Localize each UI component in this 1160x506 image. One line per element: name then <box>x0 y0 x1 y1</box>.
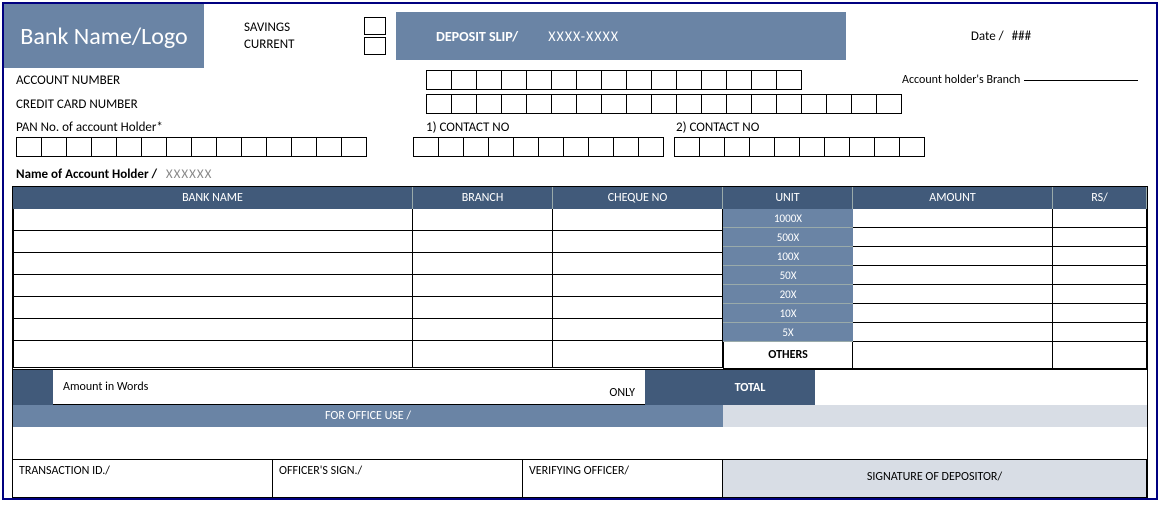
col-bank: BANK NAME <box>13 187 413 209</box>
col-cheque: CHEQUE NO <box>553 187 723 209</box>
denomination-column: 1000X 500X 100X 50X 20X 10X 5X OTHERS <box>723 209 853 369</box>
credit-card-boxes[interactable] <box>426 94 902 114</box>
branch-label: Account holder's Branch <box>902 73 1020 87</box>
contact1-boxes[interactable] <box>413 137 664 157</box>
total-label: TOTAL <box>685 370 815 405</box>
verifying-officer: VERIFYING OFFICER/ <box>523 460 723 497</box>
current-label: CURRENT <box>244 37 294 52</box>
account-number-boxes[interactable] <box>426 70 802 90</box>
cheque-grid[interactable] <box>13 209 723 369</box>
contact2-boxes[interactable] <box>674 137 925 157</box>
denom-10: 10X <box>723 304 853 323</box>
depositor-signature: SIGNATURE OF DEPOSITOR/ <box>723 460 1147 497</box>
amount-words-row: Amount in Words ONLY TOTAL <box>13 369 1147 405</box>
transaction-id: TRANSACTION ID./ <box>13 460 273 497</box>
words-input[interactable]: ONLY <box>303 370 645 405</box>
denom-20: 20X <box>723 285 853 304</box>
account-holder-row: Name of Account Holder / XXXXXX <box>4 161 1156 186</box>
denom-1000: 1000X <box>723 209 853 228</box>
deposit-title-bar: DEPOSIT SLIP/ XXXX-XXXX <box>396 12 846 60</box>
denom-500: 500X <box>723 228 853 247</box>
officer-sign: OFFICER'S SIGN./ <box>273 460 523 497</box>
contact2-label: 2) CONTACT NO <box>676 120 759 135</box>
denom-5: 5X <box>723 323 853 342</box>
savings-checkbox[interactable] <box>364 17 386 35</box>
amount-grid[interactable] <box>853 209 1147 369</box>
current-checkbox[interactable] <box>364 37 386 55</box>
bank-logo: Bank Name/Logo <box>4 4 204 68</box>
col-branch: BRANCH <box>413 187 553 209</box>
denom-50: 50X <box>723 266 853 285</box>
grid-body: 1000X 500X 100X 50X 20X 10X 5X OTHERS <box>13 209 1147 369</box>
words-label: Amount in Words <box>53 370 303 405</box>
date-section: Date / ### <box>846 4 1156 68</box>
denom-100: 100X <box>723 247 853 266</box>
deposit-slip-label: DEPOSIT SLIP/ <box>436 28 518 45</box>
col-unit: UNIT <box>723 187 853 209</box>
credit-card-label: CREDIT CARD NUMBER <box>16 97 216 112</box>
others-label: OTHERS <box>723 342 853 369</box>
holder-label: Name of Account Holder / <box>16 167 157 182</box>
pan-label: PAN No. of account Holder* <box>16 120 426 135</box>
deposit-slip-number: XXXX-XXXX <box>548 28 619 45</box>
holder-value: XXXXXX <box>166 167 213 182</box>
grid-header: BANK NAME BRANCH CHEQUE NO UNIT AMOUNT R… <box>13 187 1147 209</box>
office-use-label: FOR OFFICE USE / <box>13 405 723 427</box>
credit-card-row: CREDIT CARD NUMBER <box>4 92 1156 116</box>
savings-label: SAVINGS <box>244 20 290 35</box>
branch-input-line[interactable] <box>1024 80 1138 81</box>
office-use-row: FOR OFFICE USE / <box>13 405 1147 427</box>
pan-boxes[interactable] <box>16 137 367 157</box>
account-number-row: ACCOUNT NUMBER Account holder's Branch <box>4 68 1156 92</box>
col-rs: RS/ <box>1053 187 1147 209</box>
account-number-label: ACCOUNT NUMBER <box>16 73 216 88</box>
deposit-slip: Bank Name/Logo SAVINGS CURRENT DEPOSIT S… <box>2 2 1158 500</box>
contact1-label: 1) CONTACT NO <box>426 120 676 135</box>
footer-row: TRANSACTION ID./ OFFICER'S SIGN./ VERIFY… <box>12 460 1148 498</box>
col-amount: AMOUNT <box>853 187 1053 209</box>
account-type-section: SAVINGS CURRENT <box>204 4 364 68</box>
main-grid: BANK NAME BRANCH CHEQUE NO UNIT AMOUNT R… <box>12 186 1148 460</box>
top-row: Bank Name/Logo SAVINGS CURRENT DEPOSIT S… <box>4 4 1156 68</box>
date-label: Date / <box>971 29 1004 44</box>
date-value: ### <box>1012 29 1031 44</box>
